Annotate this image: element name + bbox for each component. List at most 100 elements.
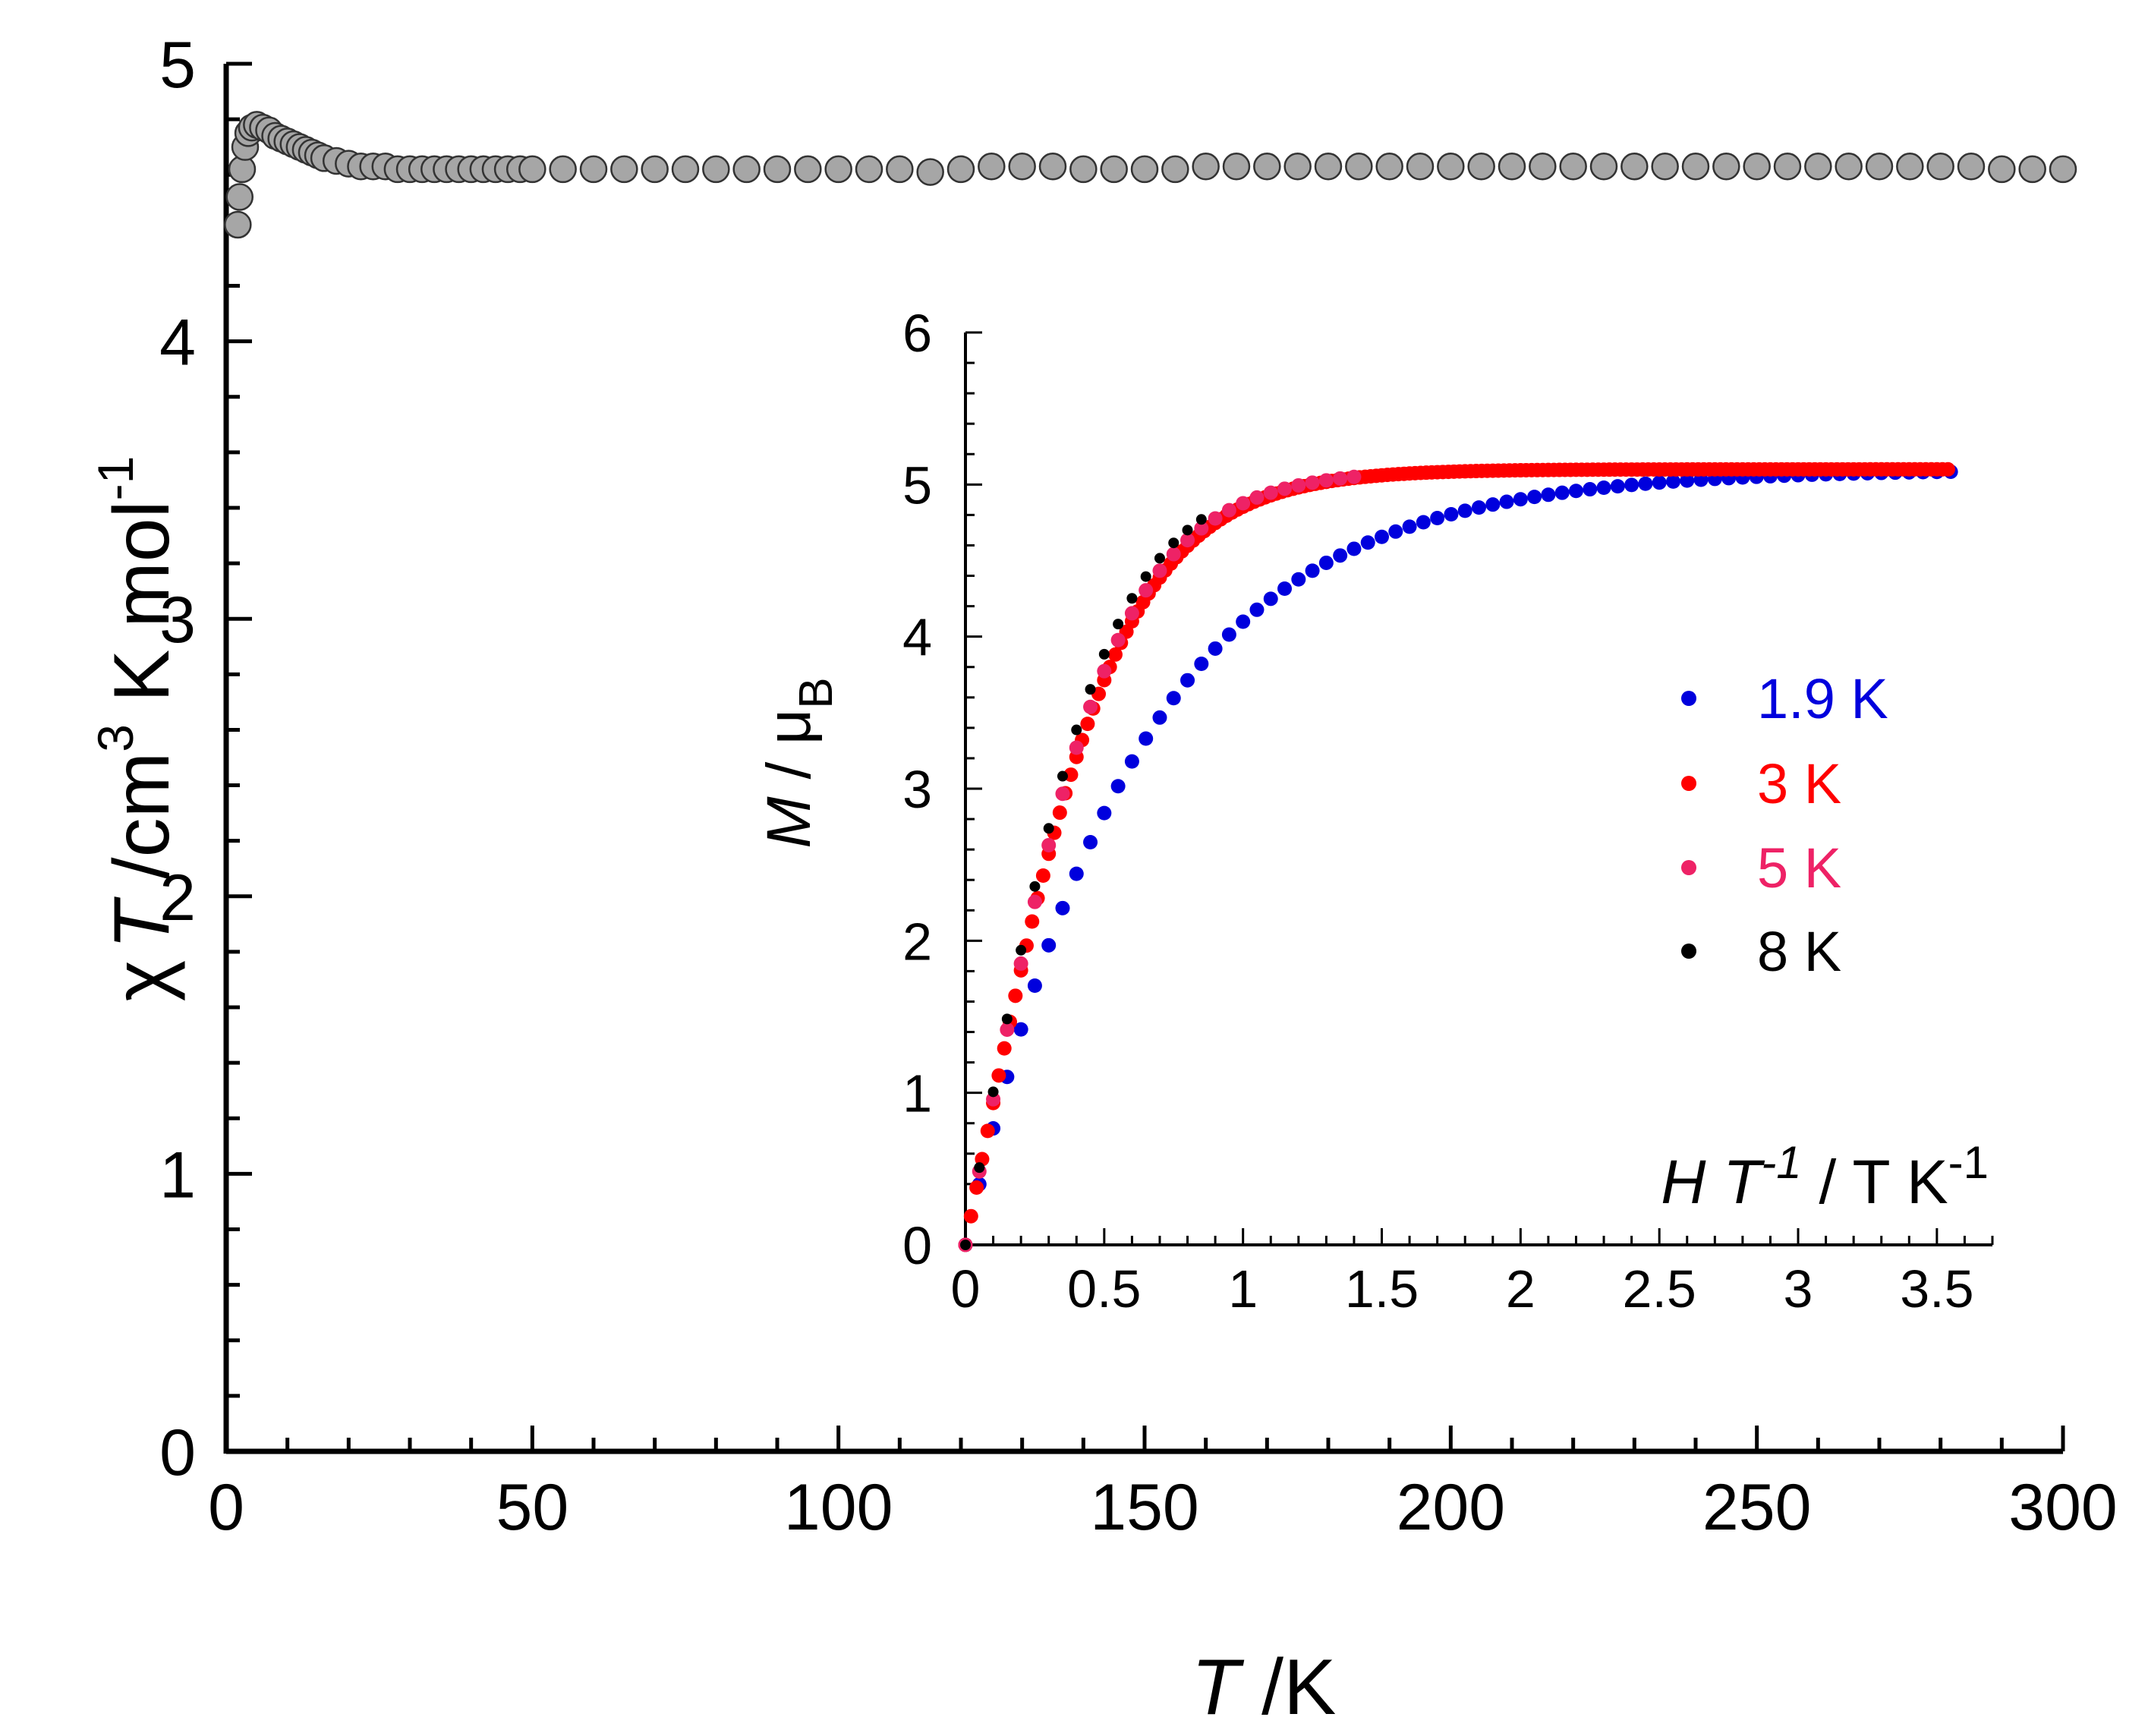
inset-point-19k	[1402, 519, 1417, 534]
main-data-point	[886, 155, 914, 184]
main-data-point	[1161, 155, 1189, 184]
main-data-point	[1681, 153, 1710, 181]
inset-point-8k	[1043, 823, 1054, 834]
main-data-point	[1498, 153, 1526, 181]
main-data-point	[1896, 153, 1924, 181]
main-x-tick-label: 200	[1397, 1471, 1506, 1544]
main-y-tick-label: 5	[159, 29, 196, 102]
inset-point-5k	[1139, 583, 1154, 598]
inset-point-19k	[1457, 503, 1472, 518]
inset-point-5k	[1221, 503, 1236, 518]
inset-point-3k	[991, 1068, 1006, 1083]
main-data-point	[1314, 153, 1343, 181]
inset-x-tick-label: 1	[1228, 1259, 1258, 1319]
inset-point-19k	[1375, 529, 1390, 544]
inset-point-19k	[1665, 474, 1680, 489]
main-data-point	[1651, 153, 1679, 181]
main-data-point	[1283, 153, 1312, 181]
inset-point-19k	[1554, 485, 1570, 500]
inset-point-19k	[1097, 805, 1112, 821]
inset-point-8k	[1016, 944, 1027, 956]
main-data-point	[2018, 155, 2046, 184]
inset-point-8k	[974, 1162, 985, 1174]
main-data-point	[1620, 153, 1649, 181]
main-data-point	[1773, 153, 1802, 181]
inset-point-5k	[1069, 740, 1084, 755]
inset-point-19k	[1236, 614, 1251, 629]
inset-point-8k	[1098, 648, 1110, 660]
main-data-point	[641, 155, 669, 184]
inset-point-5k	[1097, 663, 1112, 679]
main-data-point	[1437, 153, 1465, 181]
inset-point-19k	[1596, 480, 1611, 495]
main-data-point	[702, 155, 730, 184]
inset-point-19k	[1430, 511, 1445, 526]
inset-point-19k	[1444, 507, 1459, 522]
inset-point-19k	[1610, 479, 1625, 494]
inset-point-19k	[1416, 515, 1431, 530]
inset-point-8k	[1154, 553, 1165, 564]
inset-y-tick-label: 1	[902, 1064, 932, 1123]
main-data-point	[225, 183, 254, 211]
main-x-tick-label: 0	[208, 1471, 244, 1544]
inset-point-5k	[1318, 473, 1334, 488]
inset-point-19k	[1485, 497, 1501, 512]
inset-point-19k	[1208, 641, 1223, 656]
inset-point-19k	[1360, 535, 1375, 550]
inset-point-5k	[1152, 563, 1167, 578]
inset-point-19k	[1083, 834, 1098, 849]
inset-point-19k	[1263, 591, 1278, 606]
inset-point-19k	[1139, 731, 1154, 746]
inset-point-5k	[1291, 477, 1306, 493]
inset-point-5k	[1124, 606, 1139, 621]
inset-point-8k	[1195, 514, 1207, 525]
inset-point-19k	[1624, 477, 1639, 493]
inset-y-tick-label: 3	[902, 760, 932, 819]
inset-point-19k	[1249, 602, 1265, 617]
inset-point-5k	[1208, 511, 1223, 526]
legend-marker-5k	[1681, 860, 1696, 875]
inset-point-8k	[1182, 525, 1193, 536]
inset-point-19k	[1194, 656, 1209, 671]
inset-point-8k	[960, 1240, 971, 1250]
inset-point-19k	[1346, 541, 1362, 556]
main-data-point	[1559, 153, 1587, 181]
inset-point-8k	[1126, 593, 1138, 604]
inset-point-5k	[1083, 699, 1098, 714]
main-y-tick-label: 3	[159, 584, 196, 657]
inset-x-tick-label: 0.5	[1067, 1259, 1141, 1319]
inset-point-5k	[1263, 485, 1278, 500]
inset-point-3k	[1035, 868, 1050, 884]
main-data-point	[1835, 153, 1863, 181]
inset-y-tick-label: 5	[902, 455, 932, 515]
inset-point-19k	[1124, 754, 1139, 769]
inset-y-axis-title: M / μB	[754, 677, 843, 848]
inset-point-3k	[1008, 988, 1023, 1003]
legend-marker-8k	[1681, 944, 1696, 959]
inset-point-8k	[1168, 537, 1180, 549]
inset-point-19k	[1221, 627, 1236, 642]
inset-point-3k	[1940, 462, 1955, 477]
inset-point-3k	[963, 1208, 978, 1224]
main-data-point	[224, 210, 252, 239]
inset-point-8k	[1029, 881, 1041, 892]
inset-point-19k	[1583, 482, 1598, 497]
main-y-tick-label: 2	[159, 862, 196, 934]
inset-point-19k	[1166, 691, 1181, 706]
inset-point-5k	[1027, 894, 1042, 909]
inset-point-5k	[1180, 533, 1195, 548]
main-data-point	[1926, 153, 1954, 181]
main-x-axis-title: T /K	[1192, 1643, 1337, 1731]
main-data-point	[1375, 153, 1403, 181]
inset-point-19k	[1638, 476, 1653, 491]
inset-point-8k	[1113, 619, 1124, 630]
main-data-point	[1130, 155, 1159, 184]
main-y-tick-label: 1	[159, 1139, 196, 1211]
main-data-point	[671, 155, 700, 184]
main-data-point	[1804, 153, 1832, 181]
main-data-point	[1589, 153, 1618, 181]
legend-marker-1-9k	[1681, 691, 1696, 706]
inset-point-5k	[1110, 632, 1126, 647]
legend-marker-3k	[1681, 776, 1696, 791]
